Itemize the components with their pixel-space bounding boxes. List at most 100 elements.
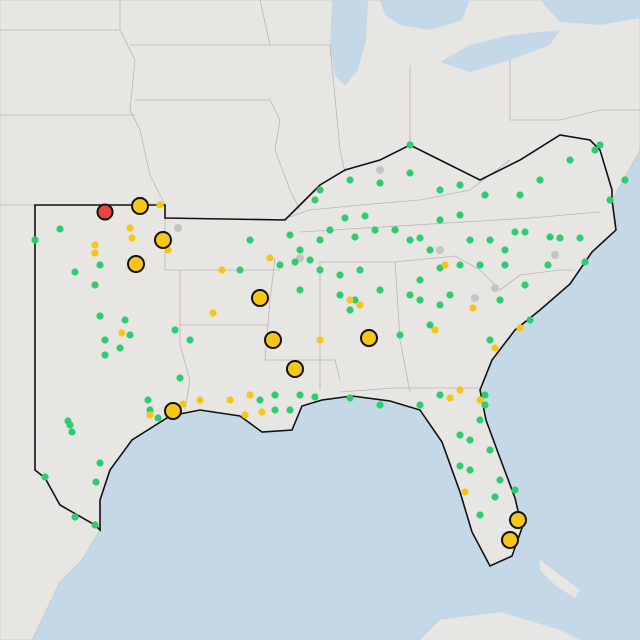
station-green <box>316 236 324 244</box>
station-yellow <box>469 304 477 312</box>
station-yellow <box>179 400 187 408</box>
station-green <box>186 336 194 344</box>
station-green <box>68 428 76 436</box>
station-yellow <box>476 396 484 404</box>
station-green <box>406 141 414 149</box>
station-green <box>371 226 379 234</box>
station-green <box>71 268 79 276</box>
station-gray <box>436 246 444 254</box>
station-green <box>596 141 604 149</box>
station-green <box>286 406 294 414</box>
station-gray <box>376 166 384 174</box>
station-green <box>476 261 484 269</box>
station-green <box>256 396 264 404</box>
station-green <box>456 261 464 269</box>
station-green <box>121 316 129 324</box>
station-green <box>64 417 72 425</box>
station-green <box>496 296 504 304</box>
station-yellow <box>266 254 274 262</box>
station-green <box>516 191 524 199</box>
station-yellow <box>146 411 154 419</box>
station-gray <box>491 284 499 292</box>
state-border <box>179 261 411 411</box>
station-yellow <box>218 266 226 274</box>
station-green <box>511 486 519 494</box>
station-green <box>376 286 384 294</box>
station-green <box>406 169 414 177</box>
station-green <box>486 336 494 344</box>
station-green <box>316 266 324 274</box>
station-green <box>436 391 444 399</box>
island <box>540 560 580 598</box>
lake <box>380 0 470 30</box>
state-border <box>394 255 575 291</box>
station-green <box>566 156 574 164</box>
station-yellow <box>491 344 499 352</box>
station-green <box>496 476 504 484</box>
station-green <box>276 261 284 269</box>
station-alert <box>501 531 519 549</box>
station-green <box>291 258 299 266</box>
station-gray <box>551 251 559 259</box>
lake <box>440 30 560 72</box>
station-green <box>476 511 484 519</box>
station-green <box>71 513 79 521</box>
station-green <box>346 306 354 314</box>
station-green <box>501 246 509 254</box>
station-green <box>396 331 404 339</box>
station-alert <box>360 329 378 347</box>
station-green <box>101 351 109 359</box>
station-green <box>144 396 152 404</box>
station-green <box>526 316 534 324</box>
station-green <box>481 191 489 199</box>
station-green <box>466 466 474 474</box>
station-green <box>436 216 444 224</box>
station-green <box>311 393 319 401</box>
station-gray <box>471 294 479 302</box>
station-yellow <box>516 324 524 332</box>
station-yellow <box>441 261 449 269</box>
station-green <box>466 436 474 444</box>
station-yellow <box>346 296 354 304</box>
station-alert <box>509 511 527 529</box>
station-green <box>91 521 99 529</box>
station-yellow <box>91 241 99 249</box>
station-yellow <box>91 249 99 257</box>
station-green <box>296 246 304 254</box>
station-green <box>351 233 359 241</box>
station-green <box>426 321 434 329</box>
station-green <box>96 261 104 269</box>
station-green <box>286 231 294 239</box>
station-yellow <box>118 329 126 337</box>
station-green <box>96 459 104 467</box>
station-green <box>456 462 464 470</box>
station-green <box>466 236 474 244</box>
station-green <box>556 234 564 242</box>
state-border <box>130 0 640 145</box>
station-alert <box>286 360 304 378</box>
station-green <box>271 406 279 414</box>
station-alert <box>154 231 172 249</box>
station-green <box>446 291 454 299</box>
station-yellow <box>126 224 134 232</box>
station-green <box>544 261 552 269</box>
station-green <box>456 211 464 219</box>
station-yellow <box>128 234 136 242</box>
station-green <box>426 246 434 254</box>
station-yellow <box>209 309 217 317</box>
station-yellow <box>461 488 469 496</box>
lake <box>540 0 640 25</box>
station-gray <box>296 254 304 262</box>
station-alert <box>251 289 269 307</box>
station-green <box>296 391 304 399</box>
station-green <box>436 301 444 309</box>
station-green <box>356 266 364 274</box>
station-yellow <box>246 391 254 399</box>
state-border <box>270 44 346 173</box>
station-green <box>31 236 39 244</box>
station-green <box>176 374 184 382</box>
state-border <box>135 99 301 211</box>
station-green <box>481 391 489 399</box>
station-green <box>101 336 109 344</box>
station-yellow <box>456 386 464 394</box>
